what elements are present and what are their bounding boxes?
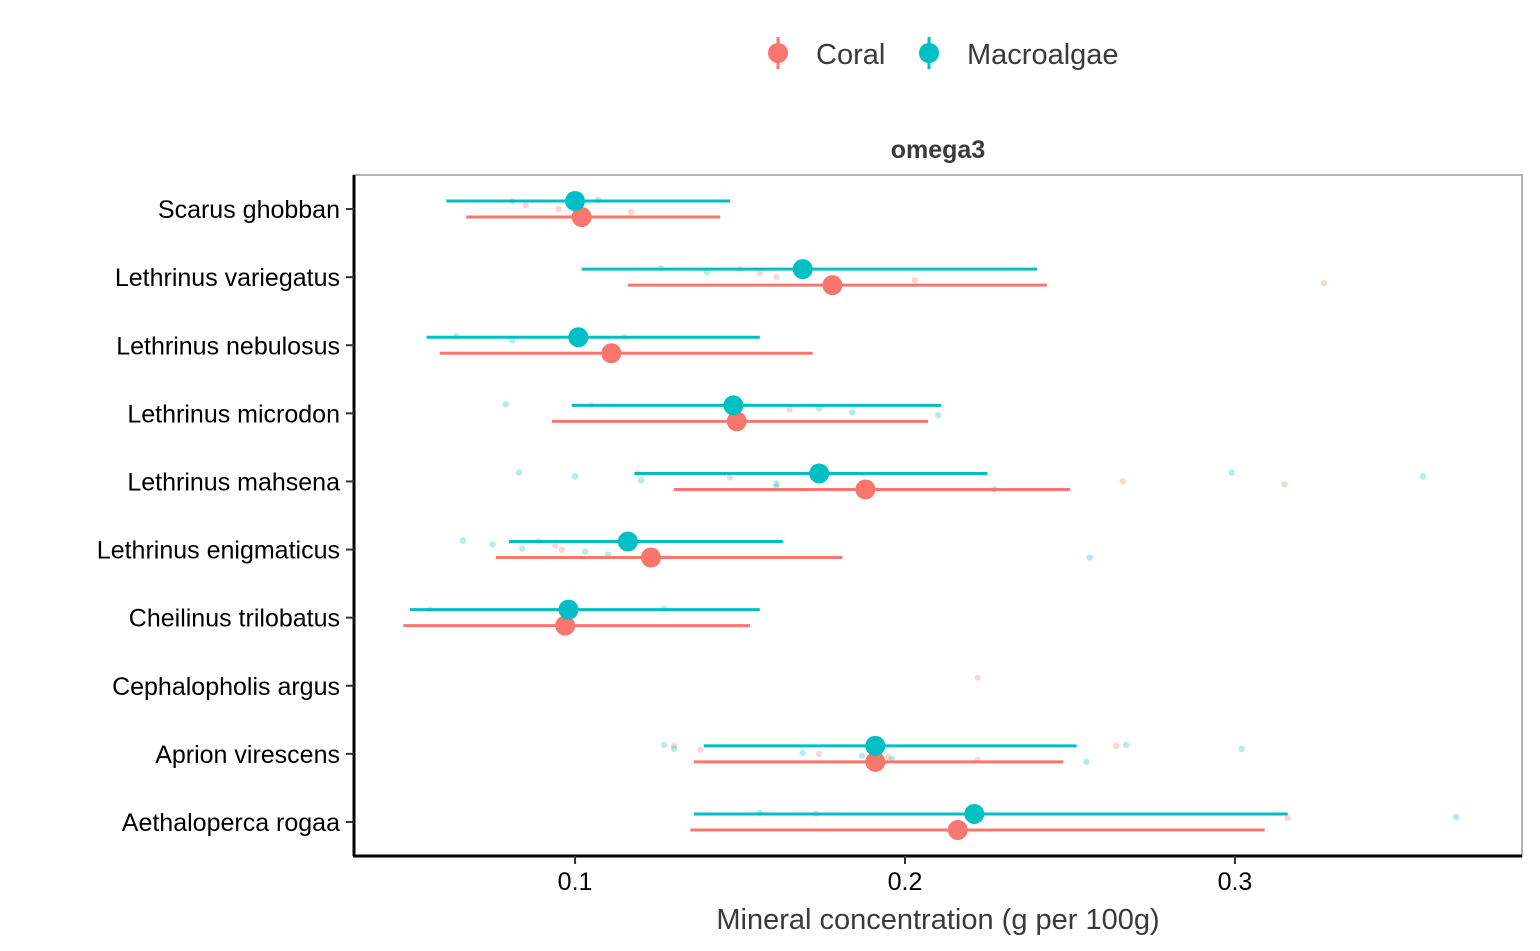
raw-point [974,674,981,681]
raw-point [1083,758,1090,766]
raw-point [670,745,678,753]
plot-panel-border [353,174,1523,857]
x-tick-label: 0.3 [1218,868,1253,896]
mean-point [601,343,622,364]
y-tick-label: Lethrinus microdon [127,400,340,428]
y-tick-label: Aethaloperca rogaa [122,809,340,837]
mean-point [865,735,886,756]
y-tick-label: Lethrinus variegatus [115,264,340,292]
raw-point [885,753,892,761]
mean-point [565,191,586,212]
raw-point [816,750,823,758]
raw-point [786,406,793,413]
raw-point [1122,741,1130,749]
strip-title: omega3 [891,136,985,164]
legend-macroalgae-key-dot [919,43,939,63]
summary-ranges [403,191,1288,840]
raw-point [637,477,645,484]
y-tick-label: Lethrinus mahsena [127,468,340,496]
raw-point [552,542,559,549]
mean-point [964,803,985,824]
y-tick-label: Lethrinus nebulosus [116,332,340,360]
raw-point [773,480,780,487]
raw-point [489,541,496,548]
y-axis: Scarus ghobban Lethrinus variegatus Lethri… [97,196,354,837]
mean-point [571,207,592,228]
raw-point [799,749,806,757]
mean-point [726,411,747,432]
raw-point [1228,469,1235,476]
mean-point [558,599,579,620]
y-tick-label: Cheilinus trilobatus [129,605,340,633]
raw-point [581,548,589,555]
mean-point [568,327,589,348]
mean-point [723,395,744,416]
y-tick-label: Cephalopholis argus [112,673,340,701]
x-tick-label: 0.1 [558,868,593,896]
raw-point [459,537,467,544]
raw-point [697,746,704,754]
mean-point [617,531,638,552]
legend-label-macroalgae: Macroalgae [967,39,1119,71]
mean-point [865,751,886,772]
mean-point [640,547,661,568]
raw-point [1284,814,1291,822]
legend-label-coral: Coral [816,39,885,71]
raw-point [515,469,523,476]
raw-point [519,545,526,552]
raw-point [1238,745,1245,753]
legend-coral-key-dot [768,43,788,63]
mean-point [809,463,830,484]
raw-point [756,269,764,277]
raw-point [1320,279,1328,287]
raw-point [1112,742,1120,750]
raw-point [911,276,919,284]
x-axis-title: Mineral concentration (g per 100g) [716,904,1159,936]
y-tick-label: Aprion virescens [155,741,340,769]
raw-point [502,401,509,408]
jitter-points [426,196,1460,822]
raw-point [1452,813,1460,821]
mean-point [792,259,813,280]
legend: Coral Macroalgae [768,37,1119,71]
raw-point [571,473,579,480]
raw-point [1119,478,1126,485]
y-tick-label: Scarus ghobban [158,196,340,224]
mean-point [822,275,843,296]
y-tick-label: Lethrinus enigmaticus [97,537,340,565]
x-tick-label: 0.2 [888,868,923,896]
mean-point [855,479,876,500]
raw-point [773,273,780,281]
raw-point [1281,481,1288,488]
raw-point [522,201,529,209]
raw-point [660,741,668,749]
raw-point [726,474,734,481]
mean-point [555,615,576,636]
raw-point [934,412,942,419]
raw-point [858,752,866,760]
raw-point [558,546,566,553]
raw-point [1086,554,1093,561]
raw-point [627,208,635,216]
x-axis: 0.1 0.2 0.3 [558,856,1253,896]
raw-point [670,742,678,750]
mean-point [947,819,968,840]
raw-point [849,409,856,416]
raw-point [555,205,562,213]
raw-point [1419,473,1427,480]
